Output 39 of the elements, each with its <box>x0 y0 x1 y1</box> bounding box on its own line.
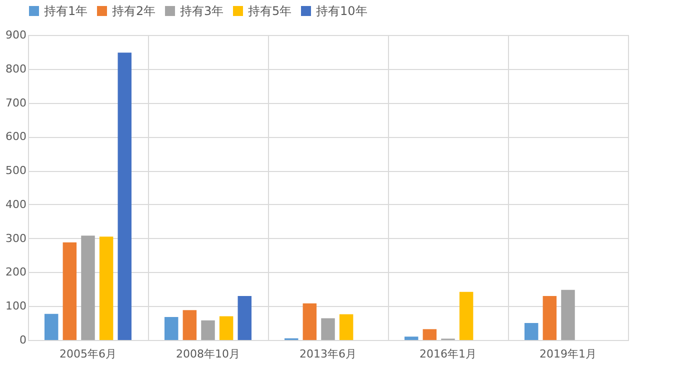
x-tick-label: 2013年6月 <box>300 348 356 360</box>
legend-label: 持有10年 <box>316 4 368 18</box>
bar <box>201 320 215 340</box>
legend-label: 持有3年 <box>180 4 224 18</box>
bar <box>561 290 575 340</box>
y-tick-label: 100 <box>6 300 26 313</box>
y-tick-label: 800 <box>6 62 26 76</box>
bar <box>524 323 538 340</box>
bar <box>339 314 354 340</box>
bar <box>182 310 197 340</box>
y-tick-label: 400 <box>6 198 26 211</box>
bar <box>422 329 437 340</box>
bar <box>302 303 317 340</box>
y-tick-label: 600 <box>6 130 26 144</box>
legend-label: 持有2年 <box>112 4 156 18</box>
x-tick-label: 2016年1月 <box>420 348 476 360</box>
bar <box>238 296 252 340</box>
bar <box>99 236 114 340</box>
y-tick-label: 500 <box>6 164 26 178</box>
y-tick-label: 700 <box>6 96 26 110</box>
x-tick-label: 2005年6月 <box>60 348 116 360</box>
bar <box>62 242 77 340</box>
bar <box>81 236 95 340</box>
legend-label: 持有5年 <box>248 4 292 18</box>
y-tick-label: 0 <box>20 334 26 346</box>
bar <box>118 52 132 340</box>
bar <box>321 318 335 340</box>
y-tick-label: 900 <box>6 28 26 42</box>
bar <box>542 296 557 340</box>
y-tick-label: 300 <box>6 232 26 245</box>
bar <box>164 316 178 340</box>
bar <box>219 316 234 340</box>
x-tick-label: 2008年10月 <box>176 348 240 360</box>
y-tick-label: 200 <box>6 266 26 279</box>
bar <box>459 292 474 340</box>
bar <box>404 336 418 340</box>
x-tick-label: 2019年1月 <box>540 348 596 360</box>
legend-label: 持有1年 <box>44 4 88 18</box>
bar <box>44 314 58 340</box>
